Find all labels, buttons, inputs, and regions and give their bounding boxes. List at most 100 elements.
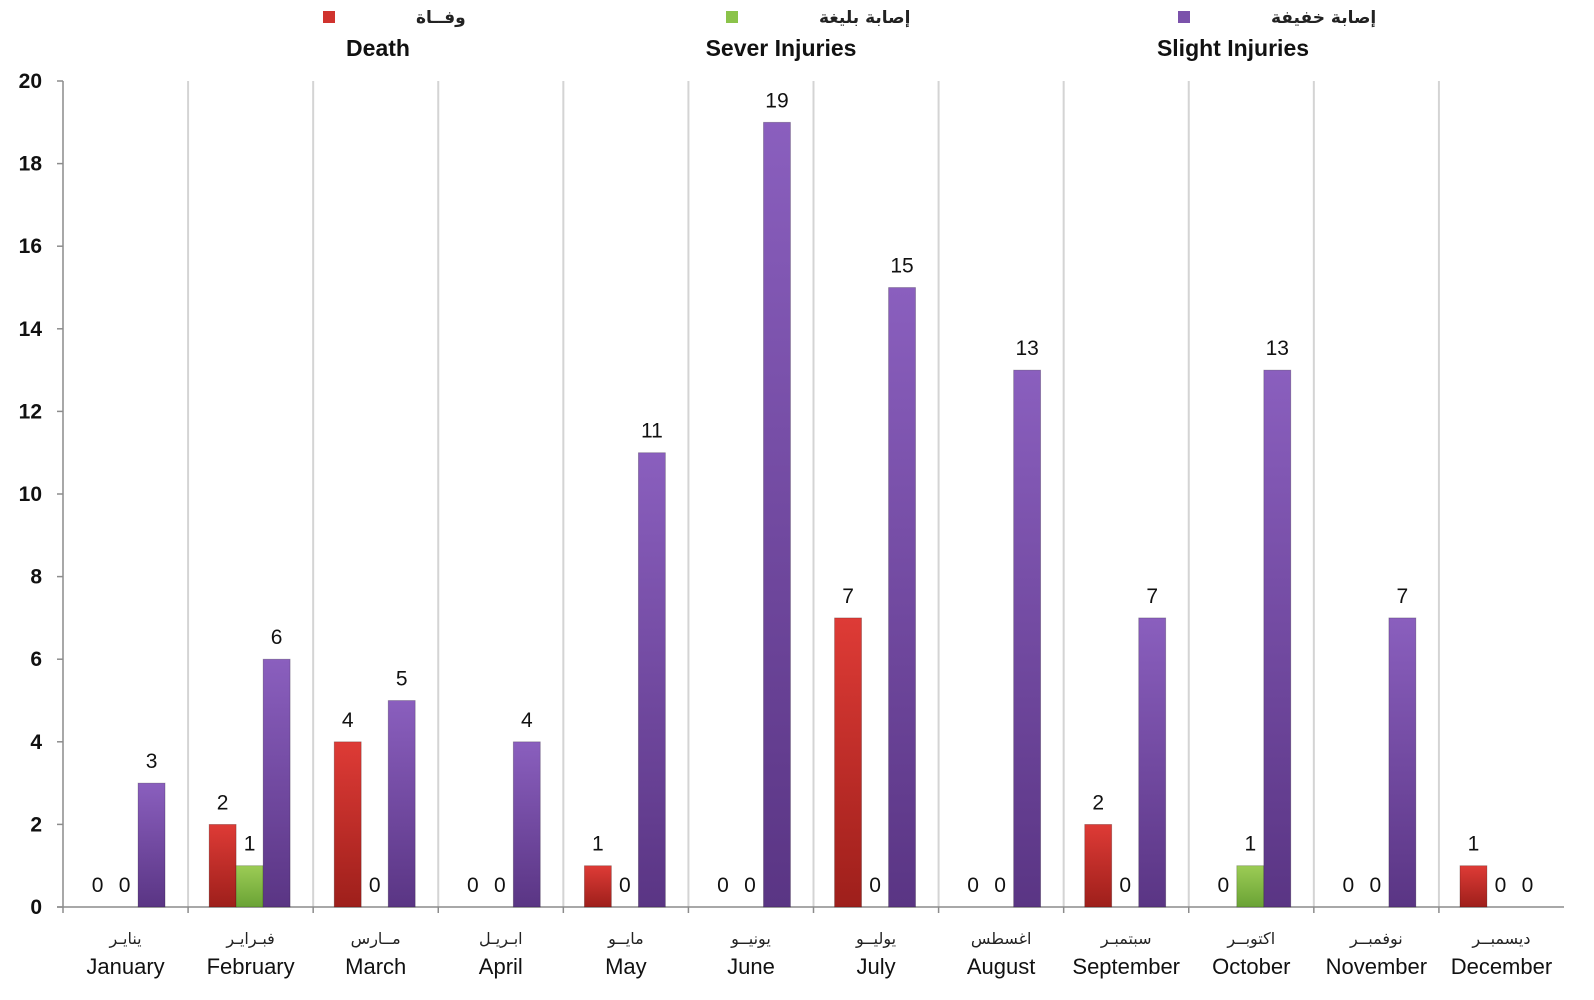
data-label-slight: 6 [271,626,283,649]
x-tick-label-ar: ينايـر [108,929,141,949]
bar-slight [888,287,916,908]
x-tick-label: April [479,954,523,979]
bar-death [333,741,362,908]
bar-slight [1263,369,1292,908]
x-tick-label-ar: مــارس [351,929,401,949]
data-label-severe: 1 [244,833,256,856]
legend-label-slight: Slight Injuries [1157,35,1309,61]
x-tick-label: June [727,954,775,979]
legend-label-ar-slight: إصابة خفيفة [1271,8,1376,28]
data-label-severe: 0 [369,874,381,897]
x-tick-label: September [1072,954,1180,979]
y-tick-label: 10 [19,483,42,506]
data-label-severe: 0 [869,874,881,897]
y-tick-label: 18 [19,153,43,176]
data-label-death: 0 [1217,874,1229,897]
data-label-severe: 0 [494,874,506,897]
data-label-death: 2 [1092,791,1104,814]
data-label-severe: 1 [1244,833,1256,856]
data-label-slight: 13 [1266,337,1289,360]
x-tick-label: March [345,954,406,979]
legend-swatch-slight [1178,11,1190,23]
x-tick-label-ar: مايــو [607,929,644,949]
data-label-death: 0 [967,874,979,897]
legend-swatch-severe [726,11,738,23]
x-tick-label-ar: يونيــو [730,929,771,949]
data-label-death: 0 [717,874,729,897]
x-tick-label: January [86,954,164,979]
bar-slight [1013,369,1042,908]
data-label-slight: 0 [1522,874,1534,897]
y-tick-label: 8 [30,566,42,589]
data-label-severe: 0 [994,874,1006,897]
legend-swatch-death [323,11,335,23]
y-tick-label: 2 [30,813,42,836]
data-label-death: 1 [592,833,604,856]
data-label-slight: 7 [1397,585,1409,608]
y-tick-label: 4 [30,731,42,754]
bar-slight [763,121,791,908]
bar-slight [637,452,666,908]
data-label-death: 0 [1343,874,1355,897]
data-label-severe: 0 [1119,874,1131,897]
data-label-death: 0 [467,874,479,897]
x-tick-label-ar: يوليــو [855,929,896,949]
x-tick-label-ar: اكتوبــر [1226,929,1275,949]
x-tick-label-ar: ابـريـل [479,929,523,949]
bar-death [834,617,862,908]
x-tick-label: July [856,954,895,979]
bar-death [1084,824,1113,908]
x-tick-label-ar: اغسطس [971,929,1032,949]
bar-severe [1236,865,1265,908]
y-tick-label: 20 [19,70,42,93]
data-label-slight: 4 [521,709,533,732]
data-label-death: 7 [842,585,854,608]
legend-label-ar-death: وفــاة [416,8,466,28]
legend-label-death: Death [346,35,410,61]
data-label-death: 2 [217,791,229,814]
data-label-death: 4 [342,709,354,732]
x-tick-label: August [967,954,1036,979]
data-label-severe: 0 [1370,874,1382,897]
data-label-slight: 13 [1015,337,1038,360]
data-label-death: 1 [1468,833,1480,856]
bar-severe [235,865,264,908]
x-tick-label-ar: فبـرايـر [225,929,274,949]
y-tick-label: 16 [19,235,42,258]
bar-slight [262,658,291,908]
x-tick-label: October [1212,954,1290,979]
data-label-severe: 0 [1495,874,1507,897]
data-label-slight: 15 [890,255,913,278]
y-tick-label: 12 [19,400,42,423]
x-tick-label: February [207,954,295,979]
data-label-slight: 7 [1146,585,1158,608]
bar-slight [1388,617,1417,908]
x-tick-label: November [1326,954,1427,979]
x-tick-label-ar: سبتمبـر [1100,929,1152,949]
data-label-severe: 0 [119,874,131,897]
bar-slight [137,782,166,908]
bar-slight [387,700,416,908]
bar-death [583,865,612,908]
legend-label-ar-severe: إصابة بليغة [819,8,910,28]
y-tick-label: 0 [30,896,42,919]
data-label-severe: 0 [744,874,756,897]
data-label-death: 0 [92,874,104,897]
x-tick-label-ar: ديسمبــر [1471,929,1530,949]
y-tick-label: 6 [30,648,42,671]
y-tick-label: 14 [19,318,43,341]
bar-death [1459,865,1488,908]
x-tick-label: December [1451,954,1552,979]
data-label-slight: 5 [396,668,408,691]
bar-slight [1138,617,1167,908]
bar-slight [512,741,541,908]
legend-label-severe: Sever Injuries [706,35,857,61]
data-label-slight: 3 [146,750,158,773]
data-label-severe: 0 [619,874,631,897]
x-tick-label-ar: نوفمبــر [1349,929,1403,949]
bar-death [208,824,237,908]
data-label-slight: 19 [765,89,788,112]
data-label-slight: 11 [641,420,663,443]
